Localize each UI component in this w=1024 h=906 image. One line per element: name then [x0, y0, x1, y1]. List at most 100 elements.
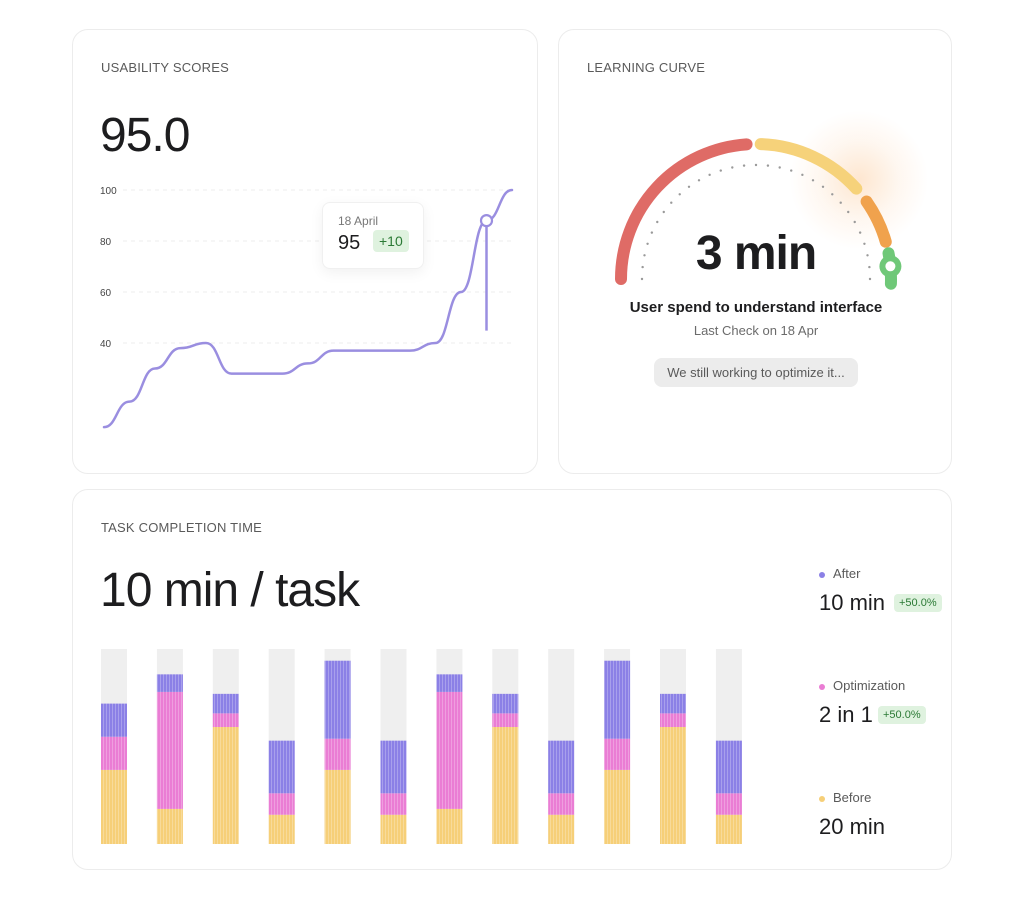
- gauge-dot: [811, 179, 815, 182]
- legend-value-before: 20 min: [819, 814, 886, 839]
- bar-segment-after: [101, 703, 127, 737]
- legend-value-optimization: 2 in 1: [819, 702, 873, 727]
- gauge-dot: [831, 193, 834, 196]
- gauge-dot: [801, 173, 804, 177]
- bar-segment-before: [548, 814, 575, 844]
- bar-segment-before: [604, 769, 631, 844]
- gauge-dot: [678, 193, 681, 196]
- gauge-dot: [853, 220, 856, 224]
- gauge-segment-yellow: [754, 138, 863, 195]
- gauge-dot: [697, 179, 701, 182]
- task-bar-11[interactable]: [660, 649, 686, 844]
- bar-segment-after: [436, 674, 463, 692]
- gauge-dot: [646, 242, 649, 245]
- usability-card: USABILITY SCORES 95.0 100 80 60 40 18 April…: [72, 29, 538, 474]
- tooltip-value: 95: [338, 232, 361, 254]
- bar-segment-optimization: [492, 713, 519, 727]
- gauge-caption: User spend to understand interface: [629, 299, 883, 316]
- bar-segment-before: [212, 727, 239, 844]
- gauge-dot: [868, 277, 872, 281]
- bar-segment-before: [715, 814, 742, 844]
- gauge-dot: [778, 166, 781, 169]
- bar-segment-optimization: [101, 736, 127, 770]
- legend-dot-before: [819, 796, 825, 802]
- task-bar-10[interactable]: [604, 649, 631, 844]
- bar-segment-after: [492, 693, 519, 714]
- gauge-dot: [719, 169, 722, 172]
- task-bar-5[interactable]: [324, 649, 351, 844]
- bar-segment-before: [324, 769, 351, 844]
- learning-title: LEARNING CURVE: [587, 60, 706, 75]
- usability-value: 95.0: [100, 109, 190, 162]
- task-bar-3[interactable]: [212, 649, 239, 844]
- task-bar-7[interactable]: [436, 649, 463, 844]
- bar-segment-optimization: [436, 691, 463, 809]
- legend-name-after: After: [833, 566, 861, 581]
- gauge-dot: [650, 231, 654, 234]
- bar-segment-before: [156, 808, 183, 844]
- bar-segment-after: [548, 740, 575, 794]
- task-bar-9[interactable]: [548, 649, 575, 844]
- bar-segment-after: [324, 660, 351, 739]
- bar-segment-after: [380, 740, 407, 794]
- score-line: [102, 188, 514, 429]
- highlight-point[interactable]: [479, 214, 494, 228]
- bar-segment-after: [715, 740, 742, 794]
- gauge-dot: [687, 185, 691, 188]
- gauge-value: 3 min: [695, 227, 817, 280]
- bar-segment-optimization: [604, 738, 631, 770]
- y-tick-label: 60: [100, 288, 112, 299]
- gauge-dot: [839, 201, 842, 204]
- task-bar-2[interactable]: [156, 649, 183, 844]
- bar-segment-before: [101, 769, 127, 844]
- gauge-dot: [847, 210, 850, 214]
- gauge-dot: [641, 265, 644, 269]
- gauge-dot: [866, 254, 869, 257]
- legend-badge-optimization: +50.0%: [878, 706, 926, 724]
- bar-segment-after: [660, 693, 686, 714]
- gauge-dot: [640, 277, 644, 281]
- task-value: 10 min / task: [100, 564, 360, 617]
- task-bar-12[interactable]: [715, 649, 742, 844]
- task-bar-6[interactable]: [380, 649, 407, 844]
- y-tick-label: 40: [100, 339, 112, 350]
- bar-segment-before: [436, 808, 463, 844]
- bar-segment-before: [268, 814, 295, 844]
- gauge-dot: [790, 169, 793, 172]
- gauge-dot: [858, 231, 862, 234]
- gauge-dot: [863, 242, 866, 245]
- tooltip-delta-badge: +10: [373, 230, 409, 252]
- y-tick-label: 100: [100, 186, 117, 197]
- bar-segment-after: [268, 740, 295, 794]
- learning-card: LEARNING CURVE 3 min User spend to under…: [558, 29, 952, 474]
- usability-title: USABILITY SCORES: [101, 60, 229, 75]
- y-tick-label: 80: [100, 237, 112, 248]
- task-bar-4[interactable]: [268, 649, 295, 844]
- legend-name-optimization: Optimization: [833, 678, 906, 693]
- task-bar-1[interactable]: [101, 649, 127, 844]
- bar-segment-optimization: [324, 738, 351, 770]
- bar-segment-optimization: [268, 793, 295, 815]
- gauge-dot: [766, 164, 770, 167]
- task-bar-8[interactable]: [492, 649, 519, 844]
- gauge-last-check: Last Check on 18 Apr: [693, 323, 819, 338]
- bar-segment-optimization: [380, 793, 407, 815]
- bar-segment-after: [212, 693, 239, 714]
- task-card: TASK COMPLETION TIME 10 min / task After…: [72, 489, 952, 870]
- gauge-dot: [662, 210, 665, 214]
- task-chart: [101, 649, 742, 844]
- gauge-knob-center: [885, 261, 896, 272]
- legend-name-before: Before: [833, 790, 872, 805]
- gauge-dot: [670, 201, 673, 204]
- bar-segment-before: [660, 727, 686, 844]
- chart-tooltip: 18 April 95 +10: [322, 202, 424, 269]
- gauge-dot: [868, 265, 871, 269]
- gauge-dot: [708, 173, 711, 177]
- gauge-dot: [754, 163, 758, 167]
- bar-segment-optimization: [212, 713, 239, 727]
- bar-segment-after: [604, 660, 631, 739]
- gauge-dot: [656, 220, 659, 224]
- bar-segment-optimization: [715, 793, 742, 815]
- gauge-dot: [821, 185, 825, 188]
- bar-segment-before: [492, 727, 519, 844]
